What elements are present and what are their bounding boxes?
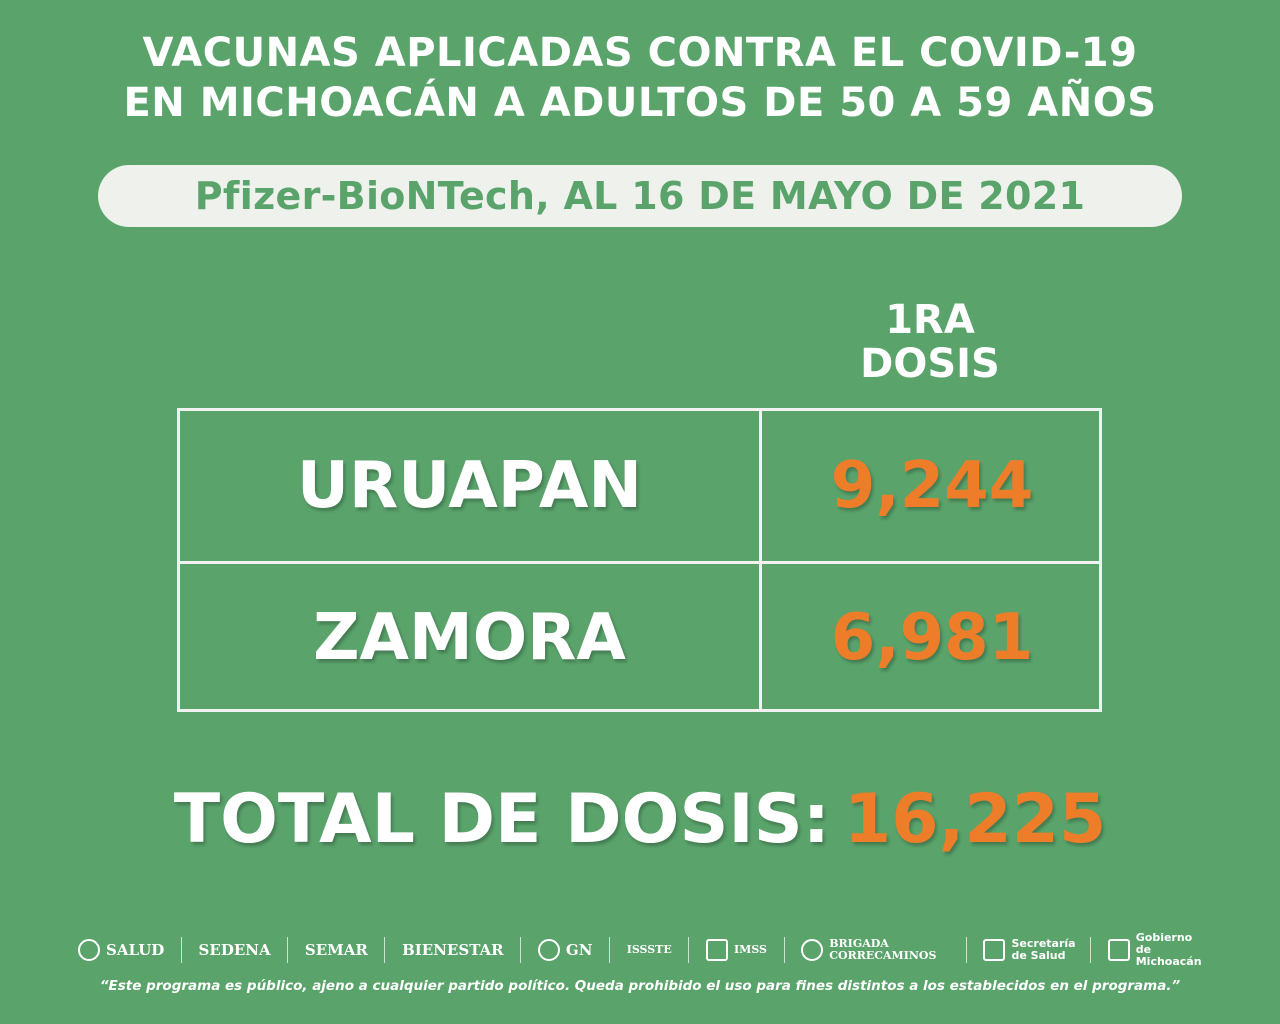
logo-secretaria-label: Secretaría de Salud [1011,937,1076,962]
logo-separator [609,937,611,963]
logo-separator [688,937,690,963]
column-header-line-1: 1RA [885,297,975,343]
michoacan-crest-icon [1107,939,1130,961]
logo-issste: ISSSTE [627,944,672,956]
logo-brigada: BRIGADA CORRECAMINOS [801,938,949,962]
row-value-uruapan: 9,244 [830,449,1034,523]
roadrunner-icon [801,939,824,961]
table-divider-horizontal [180,561,1099,564]
logo-bienestar: BIENESTAR [402,941,504,959]
logo-bienestar-label: BIENESTAR [402,941,504,959]
table-divider-vertical [759,411,762,709]
logo-separator [783,937,785,963]
gn-emblem-icon [537,939,560,961]
column-header: 1RA DOSIS [760,298,1100,386]
logo-gobierno-michoacan: Gobierno de Michoacán [1107,931,1202,968]
logo-semar: SEMAR [305,941,368,959]
logo-sedena: SEDENA [199,941,271,959]
logo-gn-label: GN [565,941,593,959]
sponsor-logos: SALUD SEDENA SEMAR BIENESTAR GN ISSSTE I… [78,930,1202,970]
salud-seal-icon [78,939,100,961]
page-title: VACUNAS APLICADAS CONTRA EL COVID-19 EN … [0,28,1280,128]
logo-salud: SALUD [78,939,164,961]
logo-separator [180,937,182,963]
logo-imss-label: IMSS [734,943,767,956]
subtitle-pill: Pfizer-BioNTech, AL 16 DE MAYO DE 2021 [98,165,1182,227]
logo-semar-label: SEMAR [304,941,368,959]
row-name-zamora: ZAMORA [313,601,626,675]
total-label: TOTAL DE DOSIS: [173,780,830,859]
imss-emblem-icon [706,939,729,961]
title-line-1: VACUNAS APLICADAS CONTRA EL COVID-19 [142,30,1138,76]
total-value: 16,225 [843,780,1107,859]
logo-issste-label: ISSSTE [626,943,672,956]
column-header-line-2: DOSIS [860,341,1000,387]
legal-disclaimer: “Este programa es público, ajeno a cualq… [99,978,1181,994]
logo-separator [520,937,522,963]
logo-separator [287,937,289,963]
logo-sedena-label: SEDENA [198,941,271,959]
subtitle: Pfizer-BioNTech, AL 16 DE MAYO DE 2021 [194,174,1086,218]
michoacan-crest-icon [983,939,1006,961]
logo-salud-label: SALUD [106,941,165,959]
logo-gn: GN [537,939,593,961]
logo-separator [384,937,386,963]
logo-imss: IMSS [706,939,767,961]
logo-brigada-label: BRIGADA CORRECAMINOS [829,937,937,962]
total-doses: TOTAL DE DOSIS: 16,225 [0,780,1280,859]
row-value-zamora: 6,981 [830,601,1034,675]
logo-gobierno-label: Gobierno de Michoacán [1135,931,1202,968]
logo-separator [1090,937,1092,963]
title-line-2: EN MICHOACÁN A ADULTOS DE 50 A 59 AÑOS [123,80,1157,126]
logo-separator [965,937,967,963]
logo-secretaria-salud: Secretaría de Salud [983,937,1076,962]
doses-table: URUAPAN 9,244 ZAMORA 6,981 [177,408,1102,712]
row-name-uruapan: URUAPAN [297,449,642,523]
